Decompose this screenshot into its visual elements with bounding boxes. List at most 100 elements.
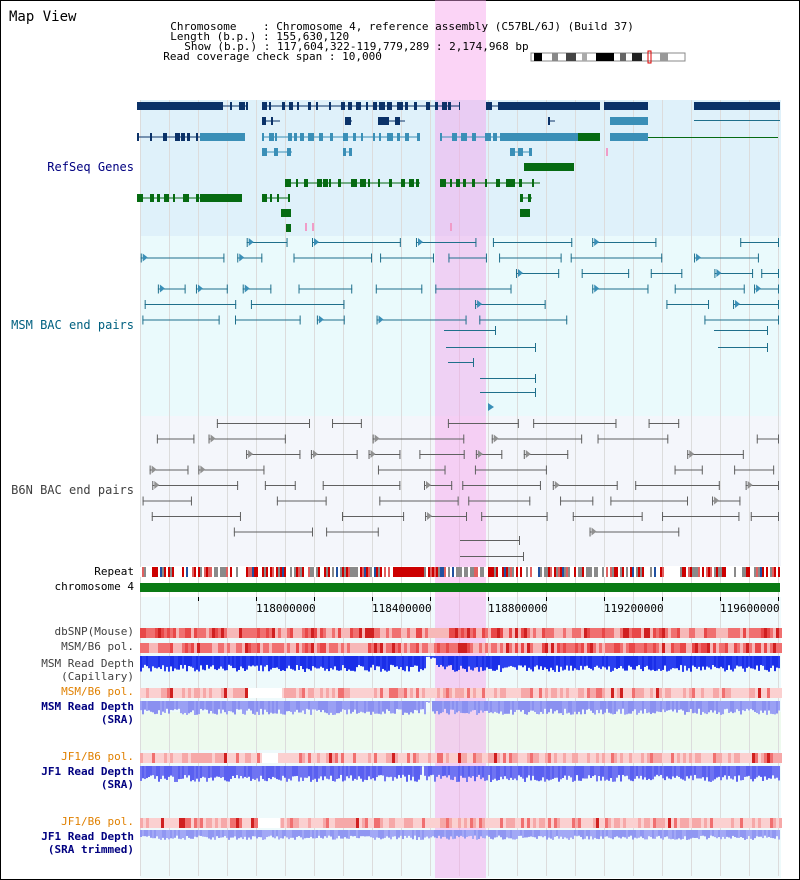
depth-bar bbox=[214, 830, 216, 840]
track-label-msm-depth-cap-1[interactable]: MSM Read Depth bbox=[41, 657, 134, 670]
track-label-chromosome[interactable]: chromosome 4 bbox=[54, 580, 134, 593]
track-label-msm-bac[interactable]: MSM BAC end pairs bbox=[11, 318, 134, 332]
depth-bar bbox=[360, 701, 362, 712]
bac-end bbox=[375, 284, 377, 294]
gene-exon bbox=[440, 133, 442, 141]
depth-bar bbox=[292, 830, 294, 838]
track-label-dbsnp[interactable]: dbSNP(Mouse) bbox=[54, 625, 134, 638]
grid-line bbox=[198, 100, 199, 876]
repeat-mark bbox=[204, 567, 206, 577]
heat-cell bbox=[284, 818, 287, 828]
bac-end bbox=[662, 512, 664, 521]
bac-end bbox=[655, 238, 657, 247]
repeat-mark bbox=[140, 567, 142, 577]
track-label-jf1-depth-trim-1[interactable]: JF1 Read Depth bbox=[41, 830, 134, 843]
heat-cell bbox=[623, 643, 626, 653]
gene-exon bbox=[187, 133, 190, 141]
depth-bar bbox=[264, 701, 266, 710]
depth-bar bbox=[714, 656, 716, 667]
bac-pair-line bbox=[208, 438, 286, 440]
repeat-mark bbox=[234, 567, 236, 577]
heat-cell bbox=[419, 753, 422, 763]
repeat-mark bbox=[690, 567, 692, 577]
depth-bar bbox=[166, 830, 168, 839]
heat-cell bbox=[767, 818, 770, 828]
heat-cell bbox=[554, 753, 557, 763]
heat-cell bbox=[476, 818, 479, 828]
depth-bar bbox=[690, 766, 692, 776]
heat-cell bbox=[650, 818, 653, 828]
repeat-mark bbox=[168, 567, 170, 577]
depth-bar bbox=[338, 701, 340, 714]
heat-cell bbox=[329, 753, 332, 763]
bac-end bbox=[462, 481, 464, 490]
heat-cell bbox=[431, 628, 434, 638]
depth-bar bbox=[314, 701, 316, 710]
heat-cell bbox=[527, 643, 530, 653]
depth-bar bbox=[456, 830, 458, 836]
heat-cell bbox=[176, 753, 179, 763]
heat-cell bbox=[629, 818, 632, 828]
depth-bar bbox=[548, 656, 550, 672]
depth-bar bbox=[528, 701, 530, 713]
depth-bar bbox=[348, 766, 350, 779]
depth-bar bbox=[494, 701, 496, 712]
heat-cell bbox=[482, 818, 485, 828]
track-label-refseq[interactable]: RefSeq Genes bbox=[47, 160, 134, 174]
bac-arrow bbox=[594, 284, 600, 293]
repeat-mark bbox=[744, 567, 746, 577]
depth-bar bbox=[464, 830, 466, 839]
heat-cell bbox=[224, 818, 227, 828]
heat-cell bbox=[710, 628, 713, 638]
track-label-msm-b6-pol-2[interactable]: MSM/B6 pol. bbox=[61, 685, 134, 698]
depth-bar bbox=[716, 830, 718, 839]
depth-bar bbox=[270, 701, 272, 713]
repeat-mark bbox=[674, 567, 676, 577]
track-label-repeat[interactable]: Repeat bbox=[94, 565, 134, 578]
axis-tick-1: 118400000 bbox=[372, 602, 432, 615]
depth-bar bbox=[426, 830, 428, 837]
track-label-msm-b6-pol-1[interactable]: MSM/B6 pol. bbox=[61, 640, 134, 653]
bac-end bbox=[560, 253, 562, 263]
depth-bar bbox=[398, 656, 400, 670]
heat-cell bbox=[236, 818, 239, 828]
heat-cell bbox=[416, 628, 419, 638]
depth-bar bbox=[472, 830, 474, 839]
heat-cell bbox=[632, 818, 635, 828]
track-label-jf1-b6-pol-1[interactable]: JF1/B6 pol. bbox=[61, 750, 134, 763]
track-label-msm-depth-sra-1[interactable]: MSM Read Depth bbox=[41, 700, 134, 713]
depth-bar bbox=[488, 656, 490, 669]
heat-cell bbox=[557, 688, 560, 698]
depth-bar bbox=[178, 830, 180, 839]
heat-cell bbox=[200, 818, 203, 828]
grid-line bbox=[662, 100, 663, 876]
heat-cell bbox=[263, 628, 266, 638]
heat-gap bbox=[248, 688, 282, 698]
heat-cell bbox=[701, 628, 704, 638]
repeat-mark bbox=[436, 567, 438, 577]
heat-cell bbox=[461, 688, 464, 698]
heat-cell bbox=[695, 643, 698, 653]
bac-end bbox=[523, 552, 524, 561]
depth-bar bbox=[196, 766, 198, 779]
depth-bar bbox=[678, 701, 680, 710]
bac-arrow bbox=[477, 450, 483, 458]
repeat-mark bbox=[342, 567, 344, 577]
depth-bar bbox=[184, 830, 186, 840]
track-label-jf1-depth-sra-1[interactable]: JF1 Read Depth bbox=[41, 765, 134, 778]
depth-bar bbox=[492, 766, 494, 780]
heat-cell bbox=[149, 753, 152, 763]
depth-bar bbox=[284, 656, 286, 671]
depth-bar bbox=[306, 830, 308, 838]
track-label-jf1-b6-pol-2[interactable]: JF1/B6 pol. bbox=[61, 815, 134, 828]
depth-bar bbox=[268, 656, 270, 672]
depth-bar bbox=[456, 656, 458, 672]
bac-end bbox=[739, 496, 741, 506]
repeat-mark bbox=[438, 567, 440, 577]
depth-bar bbox=[142, 766, 144, 779]
track-label-b6n-bac[interactable]: B6N BAC end pairs bbox=[11, 483, 134, 497]
heat-cell bbox=[569, 643, 572, 653]
heat-cell bbox=[653, 628, 656, 638]
depth-bar bbox=[742, 701, 744, 711]
